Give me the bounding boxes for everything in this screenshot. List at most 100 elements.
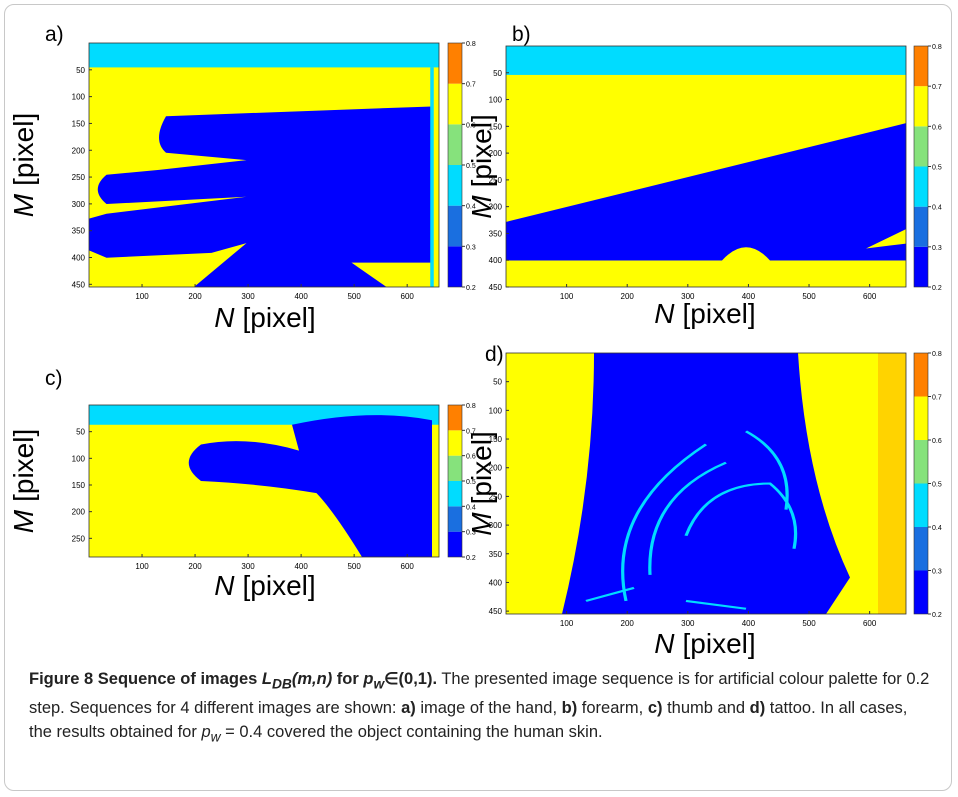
- axis-variable: M: [466, 195, 497, 219]
- y-tick-label: 300: [72, 200, 86, 209]
- x-tick-label: 400: [742, 619, 756, 628]
- heatmap: [89, 43, 439, 288]
- y-tick-label: 100: [72, 454, 86, 463]
- x-tick-label: 100: [560, 619, 574, 628]
- y-tick-label: 300: [489, 521, 503, 530]
- axis-variable: M: [8, 193, 39, 217]
- image-frame: [505, 45, 907, 288]
- colorbar-tick-label: 0.7: [932, 84, 942, 91]
- caption-text: Figure 8 Sequence of images: [29, 670, 262, 688]
- image-region: [506, 123, 906, 261]
- heatmap: [89, 405, 439, 557]
- caption-text: b): [561, 699, 578, 718]
- y-axis-label: M [pixel]: [466, 431, 497, 535]
- colorbar-segment: [914, 246, 928, 287]
- y-tick-label: 200: [72, 146, 86, 155]
- colorbar-tick-label: 0.2: [932, 612, 942, 619]
- colorbar-tick-label: 0.2: [932, 285, 942, 292]
- panel: 100 200 300 400 500 600 50 100 150 200 250 300 350 40…: [466, 343, 942, 659]
- colorbar-segment: [448, 205, 462, 247]
- colorbar-segment: [448, 165, 462, 206]
- caption-text: image of the hand,: [415, 699, 562, 718]
- x-tick-label: 600: [401, 562, 415, 571]
- y-tick-label: 200: [489, 149, 503, 158]
- y-tick-label: 150: [489, 122, 503, 131]
- caption-text: forearm,: [577, 699, 648, 718]
- image-region: [506, 46, 906, 75]
- colorbar-segment: [448, 83, 462, 125]
- y-tick-label: 400: [72, 254, 86, 263]
- y-tick-label: 350: [489, 229, 503, 238]
- image-region: [506, 260, 906, 287]
- axis-unit: [pixel]: [683, 298, 756, 329]
- colorbar-segment: [448, 506, 462, 532]
- x-axis-label: N [pixel]: [654, 298, 755, 329]
- y-tick-label: 450: [489, 607, 503, 616]
- colorbar-tick-label: 0.6: [932, 124, 942, 131]
- colorbar-segment: [448, 124, 462, 165]
- x-axis-label: N [pixel]: [214, 302, 315, 333]
- caption-text: a): [401, 699, 416, 718]
- x-tick-label: 100: [560, 292, 574, 301]
- colorbar-segment: [914, 86, 928, 127]
- colorbar-tick-label: 0.5: [932, 482, 942, 489]
- panel-label: a): [45, 23, 64, 46]
- y-tick-label: 150: [489, 435, 503, 444]
- colorbar-tick-label: 0.4: [932, 205, 942, 212]
- colorbar-segment: [914, 396, 928, 440]
- image-region: [585, 430, 798, 610]
- y-tick-label: 100: [489, 406, 503, 415]
- y-tick-label: 150: [72, 119, 86, 128]
- y-tick-label: 250: [72, 534, 86, 543]
- caption-text: (m,n): [291, 670, 333, 688]
- x-tick-label: 500: [347, 562, 361, 571]
- image-frame: [88, 42, 440, 288]
- figure: 100 200 300 400 500 600 50 100 150 200 250 300 350 40…: [4, 4, 952, 791]
- colorbar-tick-label: 0.5: [932, 165, 942, 172]
- x-tick-label: 600: [863, 619, 877, 628]
- axis-variable: N: [214, 570, 235, 601]
- x-tick-label: 100: [135, 292, 149, 301]
- colorbar-tick-label: 0.6: [466, 122, 476, 129]
- colorbar-segment: [914, 440, 928, 484]
- x-tick-label: 200: [188, 292, 202, 301]
- x-tick-label: 100: [135, 562, 149, 571]
- y-tick-label: 400: [489, 578, 503, 587]
- caption-text: d): [749, 699, 766, 718]
- panel: 100 200 300 400 500 600 50 100 150 200 250 300 350 40…: [8, 23, 476, 333]
- y-tick-label: 450: [72, 280, 86, 289]
- x-tick-label: 300: [241, 562, 255, 571]
- axis-unit: [pixel]: [8, 113, 39, 186]
- y-tick-label: 350: [489, 550, 503, 559]
- axis-variable: N: [654, 298, 675, 329]
- image-region: [562, 353, 850, 614]
- image-region: [430, 67, 434, 288]
- axis-unit: [pixel]: [8, 429, 39, 502]
- y-tick-label: 250: [489, 492, 503, 501]
- colorbar-tick-label: 0.7: [932, 395, 942, 402]
- colorbar-segment: [914, 126, 928, 167]
- x-tick-label: 600: [863, 292, 877, 301]
- caption-text: w: [373, 676, 385, 692]
- x-tick-label: 400: [742, 292, 756, 301]
- y-tick-label: 50: [493, 378, 502, 387]
- image-frame: [88, 404, 440, 558]
- y-axis-label: M [pixel]: [466, 114, 497, 218]
- colorbar-tick-label: 0.4: [466, 504, 476, 511]
- axis-unit: [pixel]: [243, 302, 316, 333]
- colorbar-tick-label: 0.7: [466, 428, 476, 435]
- caption-text: p: [363, 670, 374, 688]
- axis-unit: [pixel]: [466, 431, 497, 504]
- axis-variable: N: [214, 302, 235, 333]
- colorbar-tick-label: 0.3: [932, 245, 942, 252]
- x-axis-label: N [pixel]: [654, 628, 755, 659]
- caption-text: thumb and: [662, 699, 750, 718]
- axis-unit: [pixel]: [243, 570, 316, 601]
- colorbar-segment: [448, 405, 462, 431]
- caption-text: p: [201, 723, 211, 742]
- axis-unit: [pixel]: [683, 628, 756, 659]
- colorbar-tick-label: 0.8: [466, 403, 476, 410]
- x-tick-label: 600: [401, 292, 415, 301]
- colorbar-tick-label: 0.6: [466, 454, 476, 461]
